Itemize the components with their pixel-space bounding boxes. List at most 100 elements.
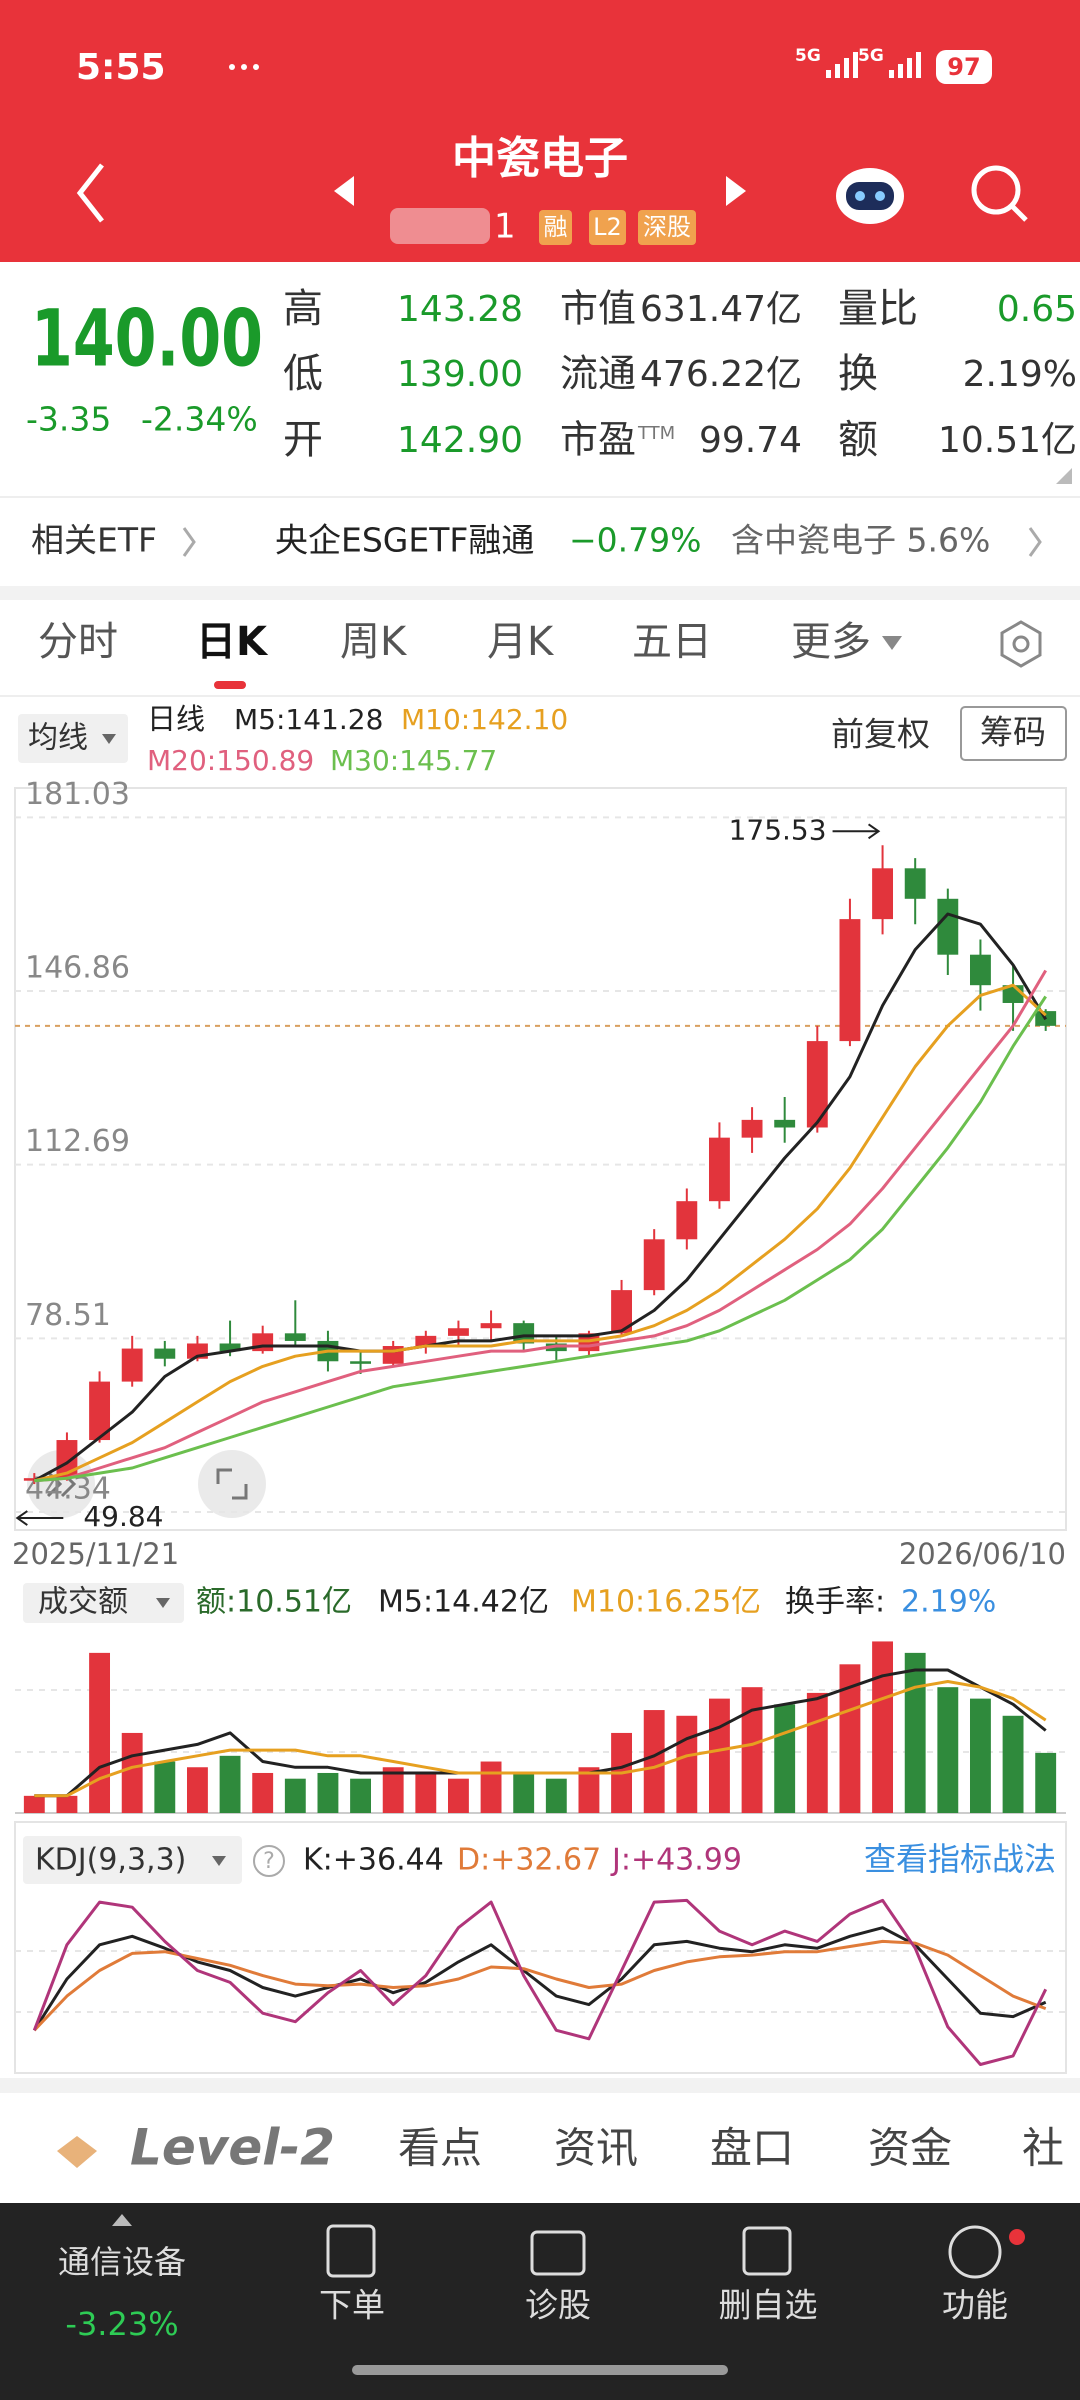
ma-line — [33, 912, 1047, 1483]
etf-holding: 含中瓷电子 5.6% — [731, 521, 990, 560]
candle-body — [121, 1348, 143, 1382]
min-label: 49.84 — [83, 1500, 163, 1533]
adjust-button[interactable]: 前复权 — [831, 715, 930, 754]
nav-item[interactable]: 功能 — [942, 2286, 1008, 2325]
stat-value: 139.00 — [397, 354, 523, 395]
volume-bar — [56, 1795, 78, 1813]
x-tick-label: 2025/11/21 — [12, 1537, 179, 1571]
level2-tab[interactable]: 看点 — [398, 2124, 482, 2173]
badge — [589, 210, 626, 245]
kdj-selector-box[interactable] — [23, 1836, 242, 1884]
tab[interactable]: 日K — [196, 619, 269, 665]
volume-bar — [317, 1772, 339, 1813]
signal-bar — [853, 52, 858, 78]
stat-label: 流通 — [560, 352, 636, 396]
candle-body — [56, 1440, 78, 1479]
level2-tab[interactable]: 盘口 — [710, 2124, 794, 2173]
candle-body — [872, 868, 894, 920]
expand-icon[interactable] — [198, 1450, 266, 1518]
volume-bar — [415, 1772, 437, 1813]
badge — [539, 210, 572, 245]
robot-icon[interactable] — [836, 168, 904, 224]
indicator-link[interactable]: 查看指标战法 — [864, 1840, 1056, 1878]
sector-arrow — [112, 2214, 132, 2226]
kline-frame — [14, 787, 1067, 1531]
period: 日线 — [147, 702, 205, 736]
diagnose-icon[interactable] — [530, 2230, 586, 2276]
dot — [241, 64, 247, 70]
ma-selector-box[interactable] — [18, 714, 128, 763]
volume-bar — [284, 1778, 306, 1813]
legend-entry: D:+32.67 — [457, 1843, 601, 1878]
badge — [638, 210, 696, 245]
corner-mark — [1056, 468, 1072, 484]
sector-name[interactable]: 通信设备 — [58, 2243, 186, 2281]
sector-change: -3.23% — [65, 2305, 178, 2343]
dropdown-arrow — [882, 636, 902, 650]
nav-item[interactable]: 诊股 — [525, 2286, 591, 2325]
volume-bar — [839, 1664, 861, 1813]
chip-button-box[interactable] — [960, 706, 1067, 761]
etf-change: −0.79% — [569, 521, 701, 560]
level2-tab[interactable]: 资金 — [868, 2124, 952, 2173]
level2-brand[interactable]: Level-2 — [130, 2119, 335, 2177]
y-tick-label: 112.69 — [25, 1124, 130, 1159]
level2-tab[interactable]: 资讯 — [554, 2124, 638, 2173]
settings-icon[interactable] — [1000, 620, 1042, 668]
volume-bar — [545, 1778, 567, 1813]
candle-body — [937, 898, 959, 955]
notification-dot — [1009, 2229, 1025, 2245]
kdj-selector[interactable]: KDJ(9,3,3) — [35, 1843, 186, 1878]
tab[interactable]: 月K — [487, 619, 555, 665]
search-icon[interactable] — [971, 165, 1028, 222]
legend-entry: M10:142.10 — [401, 703, 568, 736]
max-label: 175.53 — [729, 813, 827, 846]
chip-button[interactable]: 筹码 — [980, 713, 1046, 752]
stat-label: 换 — [838, 351, 878, 397]
help-icon[interactable]: ? — [263, 1849, 275, 1874]
legend-entry: K:+36.44 — [303, 1843, 444, 1878]
function-icon[interactable] — [948, 2225, 1002, 2279]
candle-body — [284, 1333, 306, 1341]
x-tick-label: 2026/06/10 — [899, 1537, 1066, 1571]
stat-label: 量比 — [838, 286, 918, 332]
volume-selector[interactable]: 成交额 — [38, 1585, 128, 1620]
candle-body — [839, 919, 861, 1042]
volume-bar — [643, 1710, 665, 1813]
nav-item[interactable]: 下单 — [319, 2286, 385, 2325]
volume-ma-line — [34, 1668, 1047, 1798]
legend-entry: M5:141.28 — [234, 703, 383, 736]
home-indicator — [352, 2365, 728, 2375]
order-icon[interactable] — [326, 2224, 376, 2278]
stat-value: 99.74 — [699, 420, 802, 461]
candle-body — [904, 868, 926, 899]
tab[interactable]: 周K — [340, 619, 408, 665]
etf-label: 相关ETF — [31, 521, 157, 560]
ma-line — [33, 983, 1047, 1483]
candle-body — [741, 1119, 763, 1138]
candle-body — [643, 1239, 665, 1291]
volume-bar — [578, 1767, 600, 1813]
dot — [253, 64, 259, 70]
ma-selector[interactable]: 均线 — [28, 721, 88, 756]
next-stock[interactable] — [726, 176, 746, 206]
tab[interactable]: 分时 — [38, 619, 118, 665]
volume-selector-box[interactable] — [23, 1583, 184, 1623]
prev-stock[interactable] — [334, 176, 354, 206]
volume-latest: 额:10.51亿 — [196, 1585, 352, 1620]
candle-body — [806, 1041, 828, 1128]
tab[interactable]: 五日 — [632, 619, 712, 665]
stat-value: 0.65 — [997, 289, 1077, 330]
remove-icon[interactable] — [742, 2226, 792, 2276]
legend-entry: M20:150.89 — [147, 744, 314, 777]
level2-tab[interactable]: 社 — [1022, 2124, 1064, 2173]
volume-bar — [23, 1795, 45, 1813]
dropdown-arrow — [156, 1598, 170, 1608]
ma-line — [34, 995, 1047, 1483]
tab[interactable]: 更多 — [791, 619, 871, 665]
price: 140.00 — [31, 294, 263, 384]
nav-item[interactable]: 删自选 — [719, 2286, 818, 2325]
back-button[interactable] — [76, 163, 104, 223]
etf-fund: 央企ESGETF融通 — [275, 521, 534, 560]
volume-bar — [513, 1772, 535, 1813]
